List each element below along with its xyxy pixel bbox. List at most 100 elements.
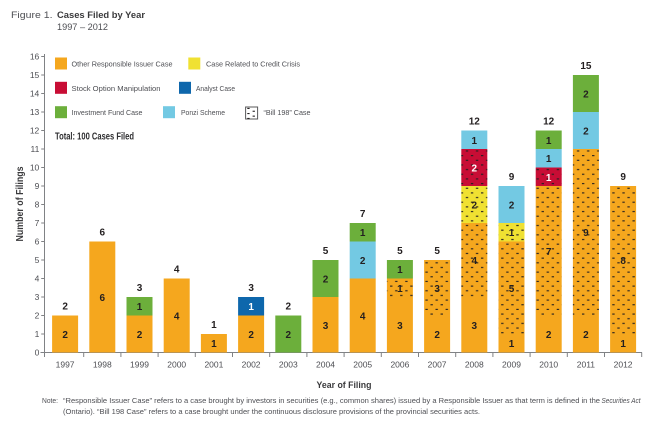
svg-text:Ponzi Scheme: Ponzi Scheme [181, 108, 225, 117]
svg-text:0: 0 [35, 347, 40, 357]
svg-text:3: 3 [472, 321, 478, 332]
svg-text:1: 1 [509, 228, 515, 239]
svg-text:1998: 1998 [93, 360, 112, 370]
svg-text:2: 2 [62, 302, 68, 313]
svg-text:2000: 2000 [167, 360, 186, 370]
svg-text:2002: 2002 [242, 360, 261, 370]
svg-text:2004: 2004 [316, 360, 335, 370]
svg-text:3: 3 [35, 292, 40, 302]
svg-text:2: 2 [546, 330, 552, 341]
svg-text:Securities Act: Securities Act [602, 396, 642, 405]
svg-text:12: 12 [543, 117, 555, 128]
svg-text:6: 6 [35, 236, 40, 246]
svg-text:1: 1 [546, 173, 552, 184]
svg-text:2: 2 [137, 330, 143, 341]
svg-text:4: 4 [360, 312, 366, 323]
svg-text:4: 4 [174, 265, 180, 276]
svg-text:9: 9 [35, 181, 40, 191]
svg-text:1: 1 [620, 339, 626, 350]
svg-text:Note:: Note: [42, 396, 58, 405]
svg-text:2007: 2007 [428, 360, 447, 370]
svg-text:Total: 100 Cases Filed: Total: 100 Cases Filed [55, 131, 134, 143]
svg-text:2: 2 [472, 164, 478, 175]
svg-text:2: 2 [248, 330, 254, 341]
svg-text:1: 1 [248, 302, 254, 313]
svg-text:1: 1 [472, 136, 478, 147]
svg-text:4: 4 [35, 273, 40, 283]
svg-text:1: 1 [360, 228, 366, 239]
svg-text:2: 2 [323, 275, 329, 286]
svg-text:15: 15 [30, 70, 40, 80]
svg-text:Analyst Case: Analyst Case [196, 84, 235, 93]
svg-text:Investment Fund Case: Investment Fund Case [72, 108, 143, 117]
svg-text:15: 15 [580, 61, 592, 72]
svg-text:6: 6 [100, 228, 106, 239]
svg-text:8: 8 [35, 199, 40, 209]
svg-text:5: 5 [509, 284, 515, 295]
svg-text:6: 6 [100, 293, 106, 304]
svg-text:1: 1 [35, 329, 40, 339]
svg-text:2: 2 [583, 330, 589, 341]
svg-text:2: 2 [583, 127, 589, 138]
svg-text:“Responsible Issuer Case” refe: “Responsible Issuer Case” refers to a ca… [63, 396, 600, 405]
svg-text:4: 4 [472, 256, 478, 267]
svg-text:2006: 2006 [390, 360, 409, 370]
svg-text:2011: 2011 [577, 360, 596, 370]
svg-text:2010: 2010 [539, 360, 558, 370]
svg-text:1997 – 2012: 1997 – 2012 [57, 22, 108, 33]
svg-text:4: 4 [174, 312, 180, 323]
svg-text:2008: 2008 [465, 360, 484, 370]
svg-text:2012: 2012 [614, 360, 633, 370]
svg-text:9: 9 [509, 172, 515, 183]
svg-text:1: 1 [211, 339, 217, 350]
svg-text:1: 1 [509, 339, 515, 350]
svg-text:11: 11 [30, 144, 39, 154]
svg-text:2: 2 [286, 302, 292, 313]
svg-text:1: 1 [397, 284, 403, 295]
svg-text:2: 2 [35, 310, 40, 320]
svg-text:1997: 1997 [56, 360, 75, 370]
svg-text:12: 12 [469, 117, 481, 128]
svg-text:Year of Filing: Year of Filing [317, 380, 372, 391]
svg-text:14: 14 [30, 88, 40, 98]
svg-text:13: 13 [30, 107, 40, 117]
svg-text:2003: 2003 [279, 360, 298, 370]
svg-text:2: 2 [360, 256, 366, 267]
svg-text:3: 3 [434, 284, 440, 295]
svg-text:3: 3 [137, 283, 143, 294]
svg-text:(Ontario). “Bill 198 Case” ref: (Ontario). “Bill 198 Case” refers to a c… [63, 407, 480, 416]
svg-text:1: 1 [137, 302, 143, 313]
svg-text:2: 2 [286, 330, 292, 341]
svg-text:3: 3 [323, 321, 329, 332]
svg-text:3: 3 [248, 283, 254, 294]
svg-text:“Bill 198” Case: “Bill 198” Case [264, 108, 311, 117]
svg-text:7: 7 [35, 218, 40, 228]
svg-text:2001: 2001 [204, 360, 223, 370]
svg-text:8: 8 [620, 256, 626, 267]
svg-text:Other Responsible Issuer Case: Other Responsible Issuer Case [72, 60, 173, 69]
svg-text:1999: 1999 [130, 360, 149, 370]
svg-text:1: 1 [546, 154, 552, 165]
svg-text:10: 10 [30, 162, 40, 172]
svg-text:1: 1 [211, 320, 217, 331]
svg-text:1: 1 [397, 265, 403, 276]
svg-text:7: 7 [546, 247, 552, 258]
svg-text:1: 1 [546, 136, 552, 147]
svg-text:9: 9 [620, 172, 626, 183]
svg-text:5: 5 [434, 246, 440, 257]
svg-text:16: 16 [30, 51, 40, 61]
svg-text:2005: 2005 [353, 360, 372, 370]
svg-text:5: 5 [35, 255, 40, 265]
svg-text:2: 2 [472, 201, 478, 212]
svg-text:2009: 2009 [502, 360, 521, 370]
svg-text:2: 2 [62, 330, 68, 341]
svg-text:7: 7 [360, 209, 366, 220]
svg-text:Cases Filed by Year: Cases Filed by Year [57, 10, 145, 21]
svg-text:Figure 1.: Figure 1. [11, 10, 53, 21]
svg-text:Number of Filings: Number of Filings [15, 166, 26, 241]
svg-text:5: 5 [397, 246, 403, 257]
svg-text:2: 2 [434, 330, 440, 341]
svg-text:3: 3 [397, 321, 403, 332]
svg-text:12: 12 [30, 125, 40, 135]
svg-text:2: 2 [583, 90, 589, 101]
